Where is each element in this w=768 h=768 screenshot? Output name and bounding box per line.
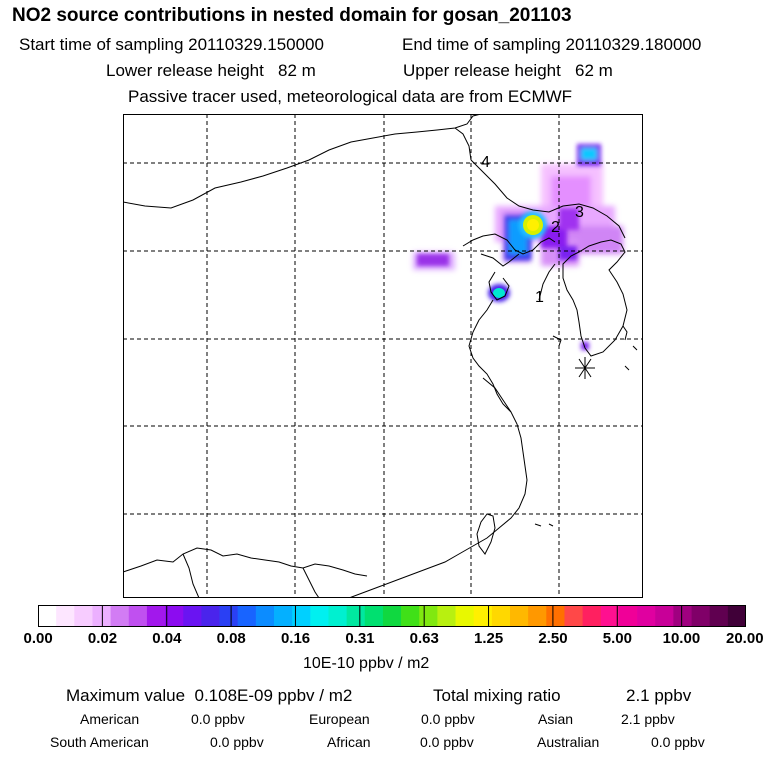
colorbar-swatch bbox=[618, 605, 638, 627]
colorbar-tick-label: 2.50 bbox=[538, 630, 568, 647]
region-value-european: 0.0 ppbv bbox=[421, 711, 475, 727]
colorbar-swatch bbox=[510, 605, 529, 627]
colorbar-tick-label: 0.00 bbox=[23, 630, 53, 647]
region-label-australian: Australian bbox=[537, 734, 600, 750]
colorbar-swatch bbox=[655, 605, 674, 627]
tracer-plume bbox=[413, 144, 623, 350]
colorbar-swatch bbox=[564, 605, 584, 627]
colorbar-swatch bbox=[473, 605, 493, 627]
colorbar-swatch bbox=[310, 605, 329, 627]
upper-release-height: Upper release height 62 m bbox=[403, 61, 613, 80]
colorbar-swatch bbox=[709, 605, 729, 627]
colorbar-swatch bbox=[382, 605, 402, 627]
lat-lon-grid bbox=[123, 114, 643, 598]
total-mixing-ratio: Total mixing ratio bbox=[433, 686, 561, 705]
colorbar-tick-label: 0.63 bbox=[409, 630, 439, 647]
colorbar-swatch bbox=[364, 605, 384, 627]
colorbar-unit: 10E-10 ppbv / m2 bbox=[303, 655, 430, 672]
region-label-european: European bbox=[309, 711, 370, 727]
total-mixing-ratio-value: 2.1 ppbv bbox=[626, 686, 692, 705]
colorbar-tick-label: 0.04 bbox=[152, 630, 182, 647]
region-value-australian: 0.0 ppbv bbox=[651, 734, 705, 750]
colorbar-swatch bbox=[110, 605, 130, 627]
colorbar-swatch bbox=[637, 605, 656, 627]
colorbar-tick-label: 0.16 bbox=[280, 630, 311, 647]
colorbar-swatch bbox=[201, 605, 220, 627]
colorbar-swatch bbox=[92, 605, 112, 627]
colorbar-tick-label: 1.25 bbox=[474, 630, 504, 647]
colorbar-swatch bbox=[673, 605, 692, 627]
colorbar-swatch bbox=[274, 605, 293, 627]
tracer-note: Passive tracer used, meteorological data… bbox=[128, 87, 573, 106]
maximum-value: Maximum value 0.108E-09 ppbv / m2 bbox=[66, 686, 353, 705]
coastlines-and-borders bbox=[123, 114, 638, 598]
map-label-3: 3 bbox=[575, 204, 584, 221]
region-value-asian: 2.1 ppbv bbox=[621, 711, 675, 727]
region-label-asian: Asian bbox=[538, 711, 574, 727]
map-label-2: 2 bbox=[551, 219, 560, 236]
colorbar-swatch bbox=[582, 605, 602, 627]
colorbar-swatch bbox=[401, 605, 420, 627]
start-time: Start time of sampling 20110329.150000 bbox=[19, 35, 324, 54]
colorbar-swatch bbox=[74, 605, 93, 627]
colorbar-swatch bbox=[455, 605, 475, 627]
asterisk-icon bbox=[575, 357, 595, 379]
contribution-map: 1 2 3 4 bbox=[123, 114, 643, 598]
colorbar-tick-label: 20.00 bbox=[726, 630, 764, 647]
colorbar-tick-label: 0.08 bbox=[216, 630, 246, 647]
colorbar-swatch bbox=[292, 605, 311, 627]
colorbar-swatch bbox=[491, 605, 511, 627]
colorbar-swatch bbox=[56, 605, 75, 627]
lower-release-height: Lower release height 82 m bbox=[106, 61, 316, 80]
colorbar-swatch bbox=[528, 605, 547, 627]
region-label-south-american: South American bbox=[50, 734, 149, 750]
colorbar-swatch bbox=[146, 605, 166, 627]
colorbar-swatch bbox=[691, 605, 711, 627]
colorbar-swatch bbox=[600, 605, 620, 627]
colorbar-swatch bbox=[727, 605, 746, 627]
colorbar-swatch bbox=[237, 605, 257, 627]
colorbar bbox=[38, 605, 746, 627]
colorbar-border bbox=[38, 605, 746, 627]
region-value-south-american: 0.0 ppbv bbox=[210, 734, 264, 750]
colorbar-swatch bbox=[183, 605, 202, 627]
colorbar-tick-label: 0.31 bbox=[345, 630, 375, 647]
colorbar-swatch bbox=[346, 605, 366, 627]
colorbar-swatch bbox=[419, 605, 438, 627]
colorbar-tick-label: 0.02 bbox=[87, 630, 118, 647]
colorbar-swatch bbox=[165, 605, 184, 627]
colorbar-swatch bbox=[219, 605, 239, 627]
map-label-4: 4 bbox=[481, 154, 490, 171]
region-label-african: African bbox=[327, 734, 371, 750]
colorbar-swatch bbox=[38, 605, 57, 627]
colorbar-swatch bbox=[255, 605, 275, 627]
region-value-american: 0.0 ppbv bbox=[191, 711, 245, 727]
colorbar-tick-label: 10.00 bbox=[662, 630, 701, 647]
region-value-african: 0.0 ppbv bbox=[420, 734, 474, 750]
end-time: End time of sampling 20110329.180000 bbox=[402, 35, 702, 54]
region-label-american: American bbox=[80, 711, 140, 727]
colorbar-tick-label: 5.00 bbox=[602, 630, 632, 647]
colorbar-swatch bbox=[328, 605, 348, 627]
colorbar-swatch bbox=[546, 605, 565, 627]
figure-title: NO2 source contributions in nested domai… bbox=[12, 5, 572, 26]
map-label-1: 1 bbox=[535, 289, 544, 306]
colorbar-swatch bbox=[437, 605, 456, 627]
colorbar-swatch bbox=[128, 605, 148, 627]
